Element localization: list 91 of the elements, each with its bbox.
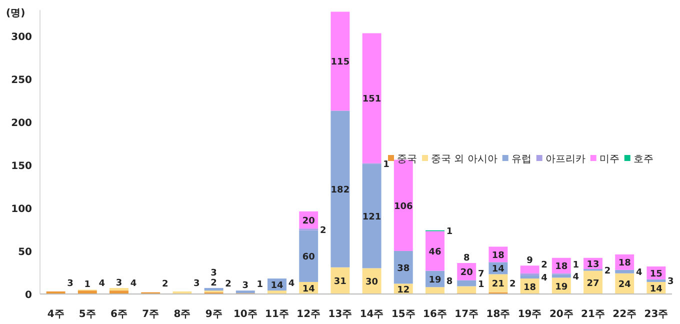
data-label: 4 [541, 273, 548, 284]
y-axis-title: (명) [6, 8, 26, 19]
x-tick-label: 22주 [612, 309, 637, 320]
x-tick-label: 9주 [205, 309, 222, 320]
legend-label: 중국 외 아시아 [431, 154, 498, 165]
data-label: 24 [618, 280, 631, 290]
legend-label: 아프리카 [545, 154, 586, 165]
data-label: 18 [524, 282, 536, 293]
x-tick-label: 5주 [78, 309, 96, 320]
y-tick-label: 150 [11, 160, 32, 172]
data-label: 20 [460, 268, 473, 278]
data-label: 9 [526, 256, 533, 266]
x-tick-label: 13주 [328, 309, 352, 320]
data-label: 7 [478, 270, 484, 280]
data-label: 4 [130, 278, 137, 289]
data-label: 2 [541, 260, 548, 271]
data-label: 3 [210, 268, 217, 278]
data-label: 4 [636, 268, 642, 278]
data-label: 3 [194, 279, 200, 290]
data-label: 15 [650, 269, 662, 280]
data-label: 14 [302, 284, 315, 294]
x-tick-label: 20주 [549, 309, 574, 320]
legend-label: 호주 [633, 154, 654, 165]
x-tick-label: 15주 [391, 309, 416, 320]
legend-label: 중국 [397, 154, 417, 165]
y-tick-label: 0 [25, 290, 32, 301]
legend-label: 유럽 [511, 154, 532, 165]
data-label: 182 [330, 186, 350, 196]
x-tick-label: 23주 [644, 309, 668, 320]
data-label: 19 [555, 282, 568, 292]
data-label: 1 [84, 280, 91, 290]
data-label: 1 [383, 160, 390, 170]
data-label: 115 [330, 58, 350, 68]
data-label: 121 [362, 212, 382, 223]
y-tick-label: 300 [11, 32, 32, 43]
data-label: 31 [334, 277, 346, 288]
data-label: 4 [288, 278, 295, 289]
data-label: 30 [366, 278, 378, 288]
data-label: 3 [116, 278, 122, 288]
data-label: 38 [397, 264, 410, 274]
data-label: 1 [256, 280, 264, 290]
x-tick-label: 17주 [454, 309, 479, 320]
y-tick-label: 250 [11, 74, 32, 86]
data-label: 8 [446, 277, 453, 288]
data-label: 1 [478, 280, 484, 290]
data-label: 2 [225, 280, 232, 290]
data-label: 3 [242, 281, 249, 292]
data-label: 18 [492, 250, 504, 261]
data-label: 3 [67, 279, 74, 290]
data-label: 106 [394, 202, 413, 212]
data-label: 2 [320, 226, 326, 236]
x-tick-label: 14주 [360, 309, 384, 320]
data-label: 3 [668, 277, 674, 288]
data-label: 2 [604, 266, 611, 276]
x-tick-label: 19주 [518, 309, 542, 320]
legend-label: 미주 [599, 154, 620, 165]
data-label: 18 [618, 258, 631, 269]
x-tick-label: 8주 [174, 309, 191, 320]
x-tick-label: 21주 [581, 309, 605, 320]
x-tick-label: 18주 [486, 309, 510, 320]
data-label: 14 [270, 281, 284, 292]
data-label: 21 [492, 280, 504, 290]
y-tick-label: 50 [18, 246, 32, 258]
data-label: 27 [586, 278, 600, 289]
data-label: 14 [492, 264, 504, 275]
x-tick-label: 4주 [47, 309, 64, 320]
x-tick-label: 12주 [296, 309, 321, 320]
data-label: 151 [362, 94, 382, 105]
data-label: 18 [555, 262, 568, 272]
data-label: 13 [586, 260, 600, 270]
x-tick-label: 10주 [233, 309, 258, 320]
y-tick-label: 200 [11, 118, 32, 129]
data-label: 4 [98, 278, 106, 289]
x-tick-label: 6주 [110, 309, 128, 320]
data-label: 60 [302, 252, 315, 263]
data-label: 12 [397, 285, 410, 296]
data-label: 1 [572, 260, 580, 270]
data-label: 2 [510, 280, 516, 290]
x-tick-label: 16주 [423, 309, 447, 320]
data-label: 46 [428, 247, 442, 258]
x-tick-label: 7주 [142, 309, 160, 320]
data-label: 19 [428, 275, 442, 286]
y-tick-label: 100 [11, 204, 32, 215]
data-label: 2 [210, 278, 217, 288]
data-label: 4 [572, 272, 580, 282]
data-label: 14 [650, 284, 662, 294]
data-label: 8 [463, 254, 470, 264]
data-label: 2 [162, 280, 168, 290]
data-label: 1 [446, 227, 453, 238]
data-label: 20 [302, 216, 315, 226]
x-tick-label: 11주 [265, 309, 289, 320]
